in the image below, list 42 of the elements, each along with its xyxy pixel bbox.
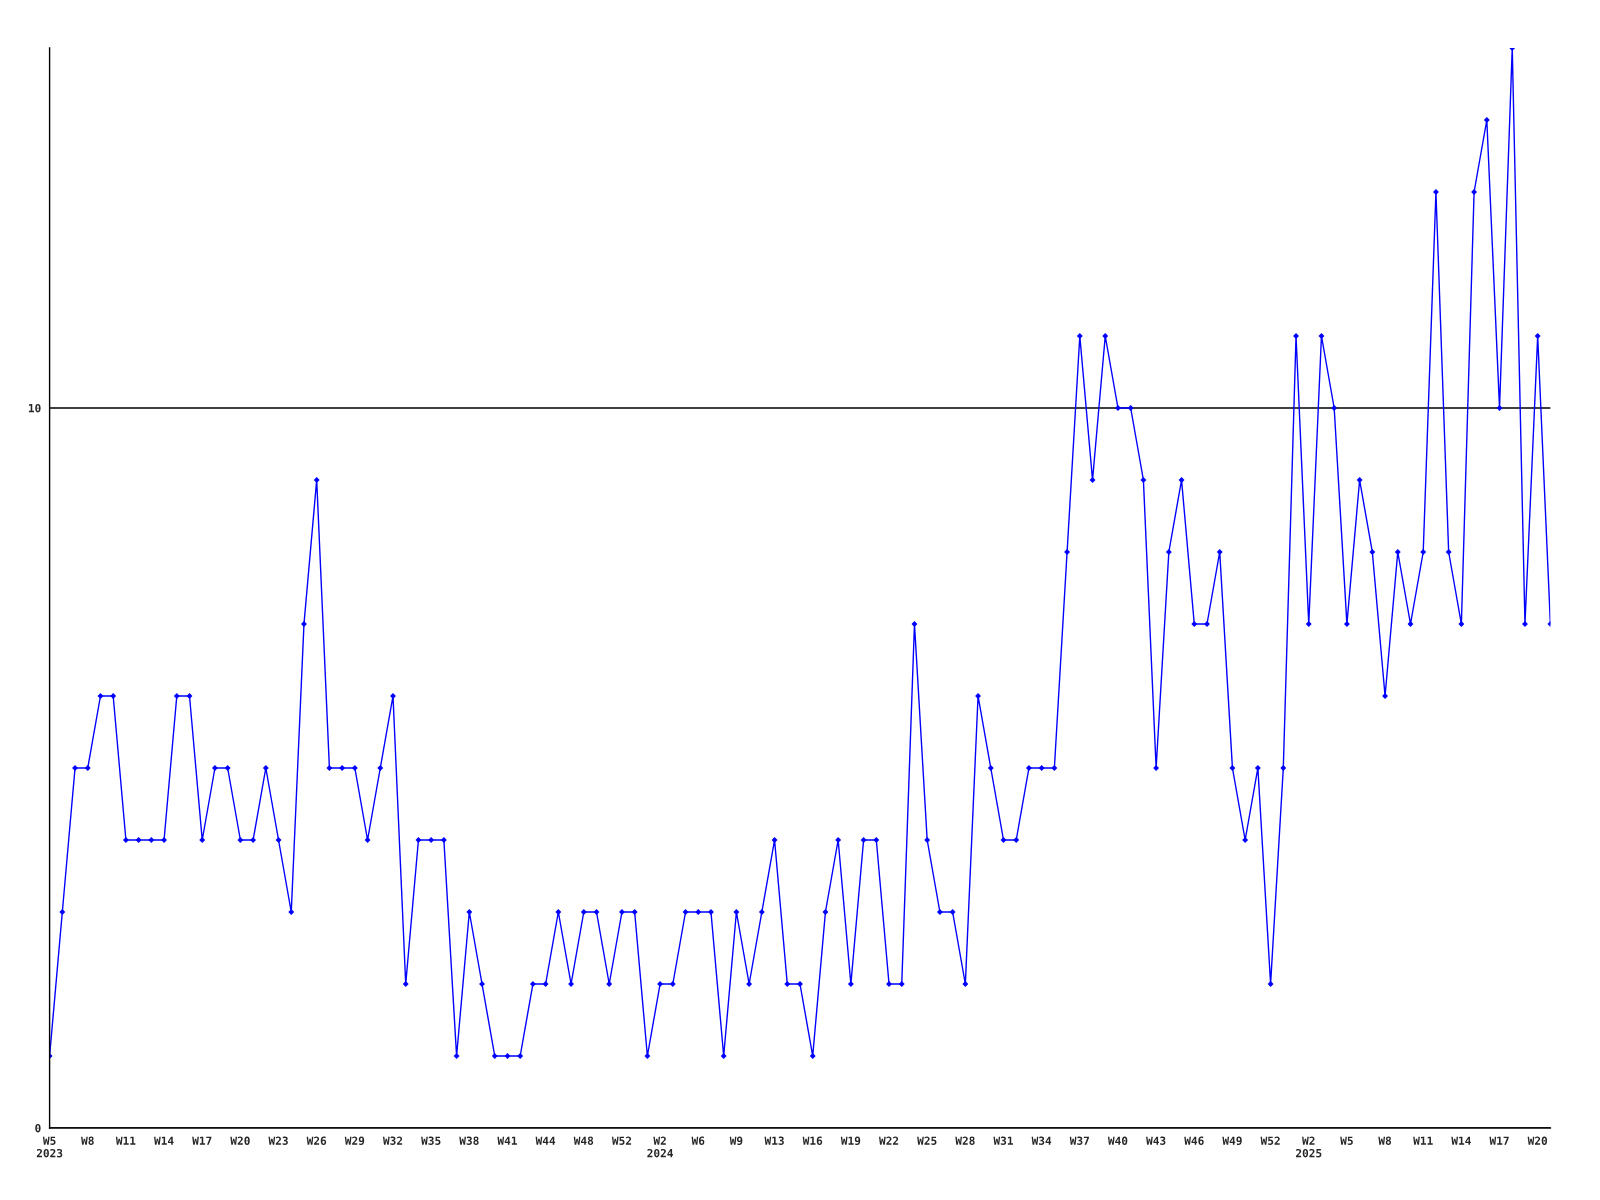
x-tick-label: W23 — [268, 1136, 288, 1145]
x-tick-label: W13 — [764, 1136, 784, 1145]
x-tick-label: W2 2024 — [647, 1136, 673, 1158]
x-tick-label: W29 — [344, 1136, 365, 1145]
x-tick-label: W52 — [611, 1136, 632, 1145]
x-tick-label: W34 — [1031, 1136, 1052, 1145]
x-tick-label: W46 — [1184, 1136, 1204, 1145]
x-tick-label: W17 — [192, 1136, 212, 1145]
x-tick-label: W40 — [1107, 1136, 1128, 1145]
x-tick-label: W20 — [1527, 1136, 1548, 1145]
x-tick-label: W32 — [382, 1136, 403, 1145]
x-tick-label: W2 2025 — [1295, 1136, 1322, 1158]
x-tick-label: W5 2023 — [36, 1136, 63, 1158]
x-tick-label: W28 — [955, 1136, 975, 1145]
x-tick-label: W20 — [230, 1136, 250, 1145]
x-tick-label: W6 — [691, 1136, 705, 1145]
x-tick-label: W9 — [729, 1136, 743, 1145]
x-tick-label: W25 — [917, 1136, 937, 1145]
x-tick-label: W22 — [879, 1136, 899, 1145]
x-tick-label: W48 — [573, 1136, 594, 1145]
x-tick-label: W31 — [993, 1136, 1013, 1145]
x-tick-label: W11 — [1413, 1136, 1433, 1145]
x-tick-label: W17 — [1489, 1136, 1509, 1145]
x-tick-label: W8 — [81, 1136, 94, 1145]
x-tick-label: W44 — [535, 1136, 556, 1145]
x-tick-label: W35 — [421, 1136, 441, 1145]
x-tick-label: W11 — [115, 1136, 136, 1145]
x-tick-label: W38 — [459, 1136, 479, 1145]
x-tick-label: W43 — [1146, 1136, 1166, 1145]
x-tick-label: W5 — [1340, 1136, 1353, 1145]
y-tick-label: 10 — [28, 403, 41, 413]
y-tick-label: 0 — [35, 1123, 41, 1133]
x-tick-label: W41 — [497, 1136, 517, 1145]
x-tick-label: W49 — [1222, 1136, 1242, 1145]
x-tick-label: W8 — [1378, 1136, 1392, 1145]
x-tick-label: W52 — [1260, 1136, 1280, 1145]
x-tick-label: W37 — [1069, 1136, 1090, 1145]
x-tick-label: W19 — [840, 1136, 861, 1145]
x-tick-label: W14 — [1451, 1136, 1471, 1145]
x-tick-label: W14 — [154, 1136, 174, 1145]
x-tick-label: W16 — [802, 1136, 823, 1145]
x-tick-label: W26 — [306, 1136, 327, 1145]
